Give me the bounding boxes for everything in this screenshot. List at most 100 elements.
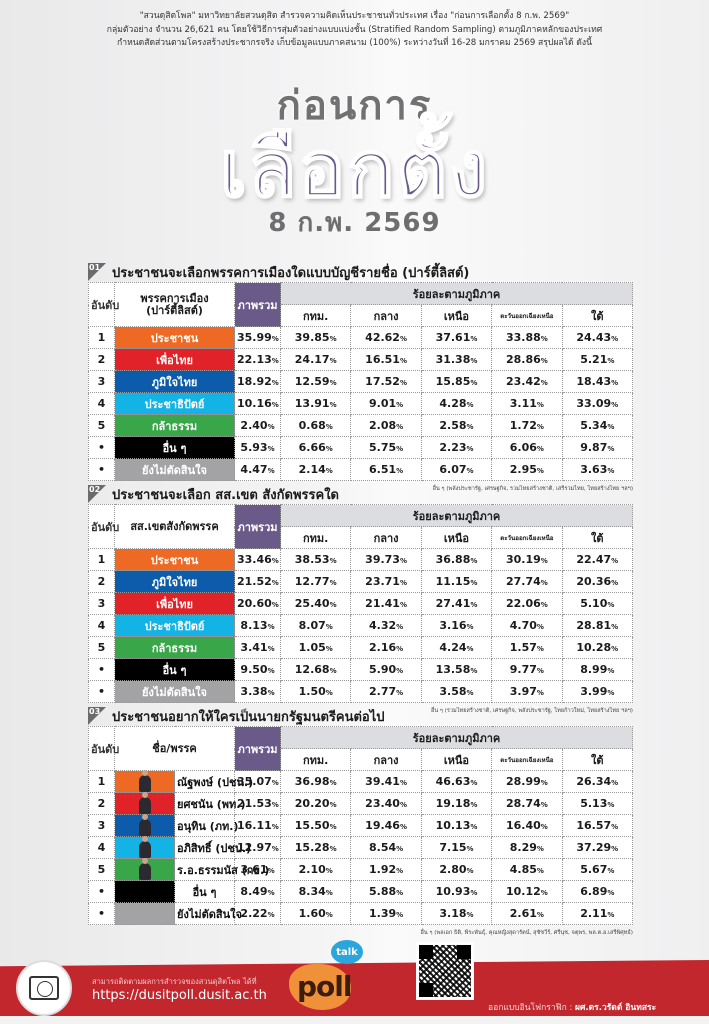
rank-cell: 2	[88, 570, 115, 593]
candidate-photo	[114, 858, 175, 881]
region-value: 12.68%	[279, 658, 352, 681]
percent-number: 9.01	[369, 397, 397, 410]
region-value: 22.47%	[561, 548, 634, 571]
percent-sign: %	[267, 867, 275, 875]
percent-sign: %	[607, 357, 615, 365]
candidate-name: อภิสิทธิ์ (ปชป.)	[174, 836, 251, 859]
table-body: 1 ณัฐพงษ์ (ปชน.) 35.07% 36.98% 39.41% 46.63% 2…	[88, 770, 634, 925]
total-value: 33.46%	[234, 548, 281, 571]
percent-number: 20.20	[294, 797, 330, 810]
percent-number: 38.53	[294, 553, 330, 566]
region-group-header: ร้อยละตามภูมิภาค	[280, 282, 633, 305]
section-title: ประชาชนจะเลือก สส.เขต สังกัดพรรคใด	[112, 487, 339, 503]
region-value: 4.28%	[420, 392, 493, 415]
percent-number: 8.99	[580, 663, 608, 676]
percent-number: 33.88	[505, 331, 541, 344]
designer-name: ผศ.ดร.วรัตต์ อินทสระ	[575, 1003, 657, 1013]
percent-sign: %	[325, 445, 333, 453]
percent-sign: %	[325, 867, 333, 875]
percent-sign: %	[267, 467, 275, 475]
percent-sign: %	[399, 801, 407, 809]
percent-sign: %	[271, 601, 279, 609]
percent-number: 3.63	[580, 463, 608, 476]
percent-sign: %	[267, 645, 275, 653]
region-header-row: กทม. กลาง เหนือ ตะวันออกเฉียงเหนือ ใต้	[89, 304, 634, 327]
region-value: 5.13%	[561, 792, 634, 815]
percent-sign: %	[540, 579, 548, 587]
candidate-photo	[114, 770, 175, 793]
section-prime-minister: 03 ประชาชนอยากให้ใครเป็นนายกรัฐมนตรีคนต่…	[88, 706, 634, 937]
region-value: 13.58%	[420, 658, 493, 681]
rank-cell: •	[88, 436, 115, 459]
party-name: เพื่อไทย	[114, 592, 235, 615]
region-value: 30.19%	[491, 548, 563, 571]
poll-talk-logo: poll talk	[285, 940, 365, 1020]
percent-sign: %	[325, 467, 333, 475]
qr-code[interactable]	[416, 942, 474, 1000]
percent-number: 39.41	[365, 775, 400, 788]
region-value: 33.88%	[491, 326, 563, 349]
percent-sign: %	[271, 579, 279, 587]
rank-cell: 3	[88, 370, 115, 393]
region-value: 2.14%	[279, 458, 352, 481]
percent-number: 2.14	[298, 463, 326, 476]
percent-sign: %	[396, 401, 404, 409]
section-title: ประชาชนจะเลือกพรรคการเมืองใดแบบบัญชีรายช…	[112, 265, 470, 281]
percent-number: 36.98	[294, 775, 330, 788]
percent-number: 1.57	[509, 641, 537, 654]
percent-sign: %	[329, 601, 337, 609]
percent-sign: %	[396, 623, 404, 631]
region-value: 19.46%	[350, 814, 422, 837]
results-table: อันดับ สส.เขตสังกัดพรรค ภาพรวม ร้อยละตาม…	[88, 504, 634, 703]
percent-number: 2.10	[298, 863, 326, 876]
percent-sign: %	[396, 467, 404, 475]
region-value: 28.81%	[561, 614, 634, 637]
intro-line-1: "สวนดุสิตโพล" มหาวิทยาลัยสวนดุสิต สำรวจค…	[139, 11, 570, 21]
percent-sign: %	[466, 911, 474, 919]
percent-number: 6.66	[298, 441, 326, 454]
region-value: 33.09%	[561, 392, 634, 415]
table-row: • อื่น ๆ 9.50% 12.68% 5.90% 13.58% 9.77% 8.99%	[88, 658, 634, 681]
rank-cell: •	[88, 680, 115, 703]
region-value: 3.11%	[491, 392, 563, 415]
percent-sign: %	[470, 889, 478, 897]
percent-sign: %	[399, 357, 407, 365]
candidate-name: ยังไม่ตัดสินใจ	[174, 902, 242, 925]
others-note: อื่น ๆ (พลเอก ธิติ, พีระพันธุ์, คุณหญิงส…	[420, 930, 633, 936]
region-value: 5.75%	[350, 436, 422, 459]
percent-sign: %	[536, 623, 544, 631]
percent-number: 13.58	[435, 663, 471, 676]
percent-number: 36.88	[435, 553, 471, 566]
total-value: 3.41%	[234, 636, 281, 659]
candidate-name: ยศชนัน (พท.)	[174, 792, 246, 815]
total-value: 10.16%	[234, 392, 281, 415]
percent-sign: %	[396, 689, 404, 697]
region-value: 17.52%	[350, 370, 422, 393]
percent-sign: %	[271, 823, 279, 831]
region-value: 42.62%	[350, 326, 422, 349]
website-link[interactable]: https://dusitpoll.dusit.ac.th	[92, 988, 267, 1003]
region-value: 8.29%	[491, 836, 563, 859]
percent-sign: %	[536, 401, 544, 409]
percent-sign: %	[399, 823, 407, 831]
table-row: • อื่น ๆ 8.49% 8.34% 5.88% 10.93% 10.12% 6.89%	[88, 880, 634, 903]
region-value: 37.29%	[561, 836, 634, 859]
region-value: 16.51%	[350, 348, 422, 371]
region-value: 46.63%	[420, 770, 493, 793]
total-value: 35.99%	[234, 326, 281, 349]
percent-number: 5.10	[580, 597, 608, 610]
table-row: 5 กล้าธรรม 3.41% 1.05% 2.16% 4.24% 1.57% 10.28%	[88, 636, 634, 659]
rank-cell: 2	[88, 792, 115, 815]
percent-number: 6.89	[580, 885, 608, 898]
results-table: อันดับ พรรคการเมือง (ปาร์ตี้ลิสต์) ภาพรว…	[88, 282, 634, 481]
table-row: 4 ประชาธิปัตย์ 10.16% 13.91% 9.01% 4.28% 3.11%…	[88, 392, 634, 415]
percent-sign: %	[466, 423, 474, 431]
percent-sign: %	[329, 667, 337, 675]
percent-sign: %	[611, 557, 619, 565]
percent-sign: %	[329, 557, 337, 565]
percent-number: 23.40	[365, 797, 400, 810]
percent-number: 3.11	[509, 397, 537, 410]
candidate-name: อื่น ๆ	[174, 880, 235, 903]
percent-sign: %	[466, 445, 474, 453]
total-value: 16.11%	[234, 814, 281, 837]
